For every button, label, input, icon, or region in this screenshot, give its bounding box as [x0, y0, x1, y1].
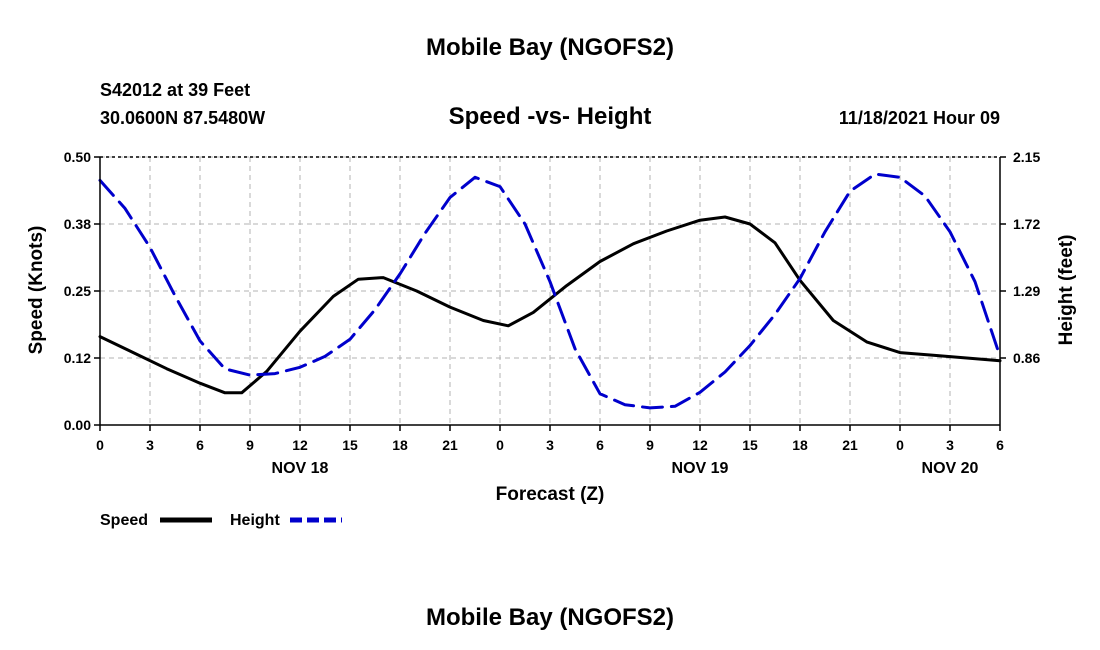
x-tick-label: 6 — [996, 437, 1004, 453]
y2-axis-label: Height (feet) — [1056, 235, 1077, 346]
series-layer — [98, 172, 1002, 410]
x-axis-label: Forecast (Z) — [496, 484, 605, 505]
x-tick-label: 9 — [246, 437, 254, 453]
x-tick-label: 6 — [196, 437, 204, 453]
x-tick-label: 0 — [896, 437, 904, 453]
legend: Speed Height — [100, 512, 342, 529]
x-tick-label: 21 — [842, 437, 858, 453]
x-tick-label: 3 — [146, 437, 154, 453]
datetime-label: 11/18/2021 Hour 09 — [839, 108, 1000, 128]
footer-title: Mobile Bay (NGOFS2) — [426, 604, 674, 631]
y2-tick-label: 0.86 — [1013, 350, 1040, 366]
x-tick-label: 9 — [646, 437, 654, 453]
x-tick-label: 0 — [496, 437, 504, 453]
x-axis-ticks: 0 3 6 9 12 15 18 21 0 3 6 9 12 15 18 21 0 3 6 — [96, 425, 1004, 453]
right-axis-ticks: 0.86 1.29 1.72 2.15 — [1000, 149, 1040, 366]
y-tick-label: 0.50 — [64, 149, 91, 165]
x-tick-label: 18 — [792, 437, 808, 453]
y2-tick-label: 2.15 — [1013, 149, 1040, 165]
y-axis-label: Speed (Knots) — [26, 226, 47, 355]
y2-tick-label: 1.72 — [1013, 216, 1040, 232]
x-tick-label: 12 — [692, 437, 708, 453]
station-label: S42012 at 39 Feet — [100, 80, 250, 100]
day-label: NOV 18 — [272, 460, 329, 477]
x-tick-label: 3 — [946, 437, 954, 453]
day-label: NOV 19 — [672, 460, 729, 477]
x-tick-label: 15 — [342, 437, 358, 453]
y2-tick-label: 1.29 — [1013, 283, 1040, 299]
x-tick-label: 12 — [292, 437, 308, 453]
day-label: NOV 20 — [922, 460, 979, 477]
day-labels: NOV 18 NOV 19 NOV 20 — [272, 460, 979, 477]
left-axis-ticks: 0.00 0.12 0.25 0.38 0.50 — [64, 149, 100, 433]
y-tick-label: 0.00 — [64, 417, 91, 433]
page-title: Mobile Bay (NGOFS2) — [426, 34, 674, 61]
legend-height-label: Height — [230, 512, 280, 529]
x-tick-label: 0 — [96, 437, 104, 453]
series-line-speed — [98, 215, 1002, 395]
y-tick-label: 0.12 — [64, 350, 91, 366]
legend-speed-label: Speed — [100, 512, 148, 529]
coords-label: 30.0600N 87.5480W — [100, 108, 265, 128]
x-tick-label: 21 — [442, 437, 458, 453]
y-tick-label: 0.25 — [64, 283, 91, 299]
x-tick-label: 6 — [596, 437, 604, 453]
grid — [100, 156, 1000, 425]
series-line-height — [98, 172, 1002, 410]
x-tick-label: 3 — [546, 437, 554, 453]
y-tick-label: 0.38 — [64, 216, 91, 232]
chart-title: Speed -vs- Height — [449, 103, 652, 130]
x-tick-label: 15 — [742, 437, 758, 453]
x-tick-label: 18 — [392, 437, 408, 453]
